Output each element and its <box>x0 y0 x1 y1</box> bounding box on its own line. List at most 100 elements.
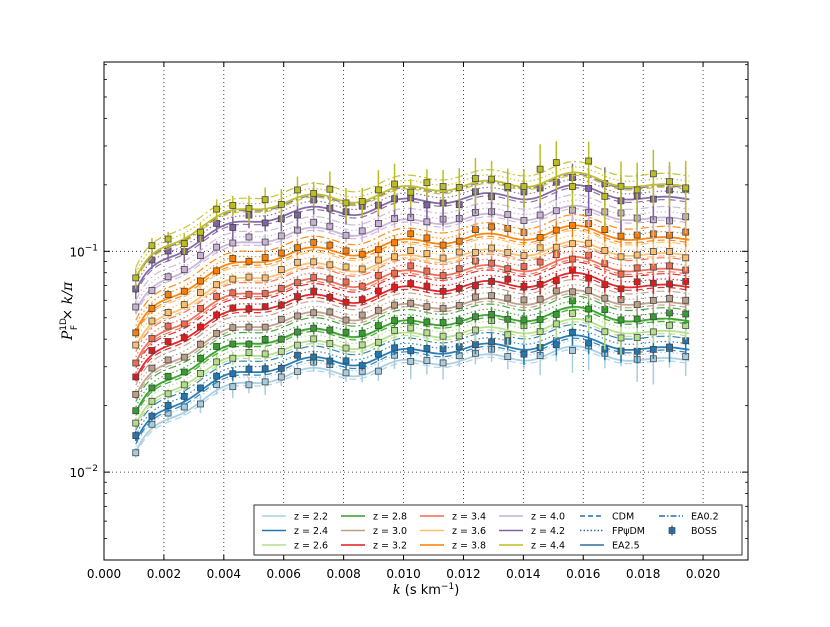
data-point <box>277 373 285 381</box>
data-point <box>472 226 479 233</box>
data-point <box>536 211 544 219</box>
data-point <box>326 185 334 193</box>
series-z4-4 <box>132 141 690 289</box>
data-point <box>423 318 431 326</box>
data-point <box>552 207 560 215</box>
data-point <box>504 265 512 273</box>
data-point <box>633 315 641 323</box>
data-point <box>197 304 204 312</box>
data-point <box>569 288 576 296</box>
data-point <box>229 239 237 247</box>
data-point <box>132 432 140 439</box>
x-tick-label: 0.014 <box>506 567 540 581</box>
data-point <box>164 273 172 281</box>
data-point <box>164 291 172 298</box>
data-point <box>229 370 237 378</box>
data-point <box>552 277 560 284</box>
data-point <box>520 183 528 190</box>
data-point <box>423 329 431 337</box>
data-point <box>261 274 269 282</box>
data-point <box>374 322 382 330</box>
data-point <box>569 183 576 190</box>
data-point <box>423 345 431 352</box>
data-point <box>197 340 204 348</box>
series-layer <box>132 141 690 458</box>
data-point <box>569 328 576 336</box>
data-point <box>585 185 593 192</box>
data-point <box>520 283 528 290</box>
data-point <box>180 368 188 376</box>
model-curve <box>135 284 690 391</box>
data-point <box>666 343 673 351</box>
data-point <box>277 266 285 274</box>
data-point <box>617 232 625 240</box>
data-point <box>374 306 382 314</box>
data-point <box>245 365 253 373</box>
data-point <box>504 183 512 190</box>
data-point <box>585 274 593 282</box>
data-point <box>423 218 431 226</box>
data-point <box>585 287 593 294</box>
model-curve <box>135 292 690 400</box>
model-curve <box>135 229 690 337</box>
data-point <box>552 320 560 328</box>
data-point <box>504 211 512 219</box>
data-point <box>633 347 641 355</box>
data-point <box>439 319 447 326</box>
data-point <box>245 305 253 313</box>
data-point <box>407 299 415 307</box>
data-point <box>197 323 204 331</box>
data-point <box>342 316 350 324</box>
data-point <box>229 289 237 297</box>
data-point <box>552 243 560 251</box>
data-point <box>455 284 463 292</box>
model-curve <box>135 295 690 402</box>
data-point <box>294 341 301 349</box>
data-point <box>601 192 609 200</box>
data-point <box>294 328 301 336</box>
data-point <box>342 199 350 207</box>
data-point <box>261 254 269 261</box>
data-point <box>504 294 512 302</box>
data-point <box>164 390 172 398</box>
data-point <box>342 369 350 377</box>
model-curve <box>134 317 690 426</box>
legend-frame <box>253 504 743 556</box>
data-point <box>294 244 301 252</box>
legend-label: z = 2.2 <box>294 512 328 523</box>
y-tick-label: 10−2 <box>69 464 98 480</box>
data-point <box>569 222 576 229</box>
data-point <box>148 364 156 372</box>
data-point <box>277 315 285 323</box>
data-point <box>504 249 512 256</box>
data-point <box>374 186 382 194</box>
data-point <box>520 217 528 224</box>
data-point <box>197 252 204 259</box>
data-point <box>310 335 318 343</box>
series-z3-6 <box>132 229 690 351</box>
data-point <box>601 247 609 254</box>
data-point <box>439 359 447 367</box>
data-point <box>439 183 447 190</box>
data-point <box>132 407 140 415</box>
data-point <box>180 392 188 400</box>
legend-label: EA0.2 <box>691 512 719 523</box>
data-point <box>536 295 544 303</box>
data-point <box>148 305 156 312</box>
data-point <box>197 354 204 362</box>
data-point <box>423 303 431 311</box>
data-point <box>617 334 625 342</box>
model-curve <box>135 329 690 436</box>
data-point <box>229 354 237 362</box>
data-point <box>213 311 221 319</box>
model-curve <box>135 187 690 294</box>
data-point <box>407 230 415 238</box>
legend-label: z = 3.2 <box>373 541 407 552</box>
data-point <box>391 326 398 334</box>
data-point <box>439 304 447 312</box>
data-point <box>407 347 415 354</box>
data-point <box>180 334 188 341</box>
data-point <box>472 313 479 321</box>
data-point <box>342 298 350 306</box>
data-point <box>213 358 221 366</box>
